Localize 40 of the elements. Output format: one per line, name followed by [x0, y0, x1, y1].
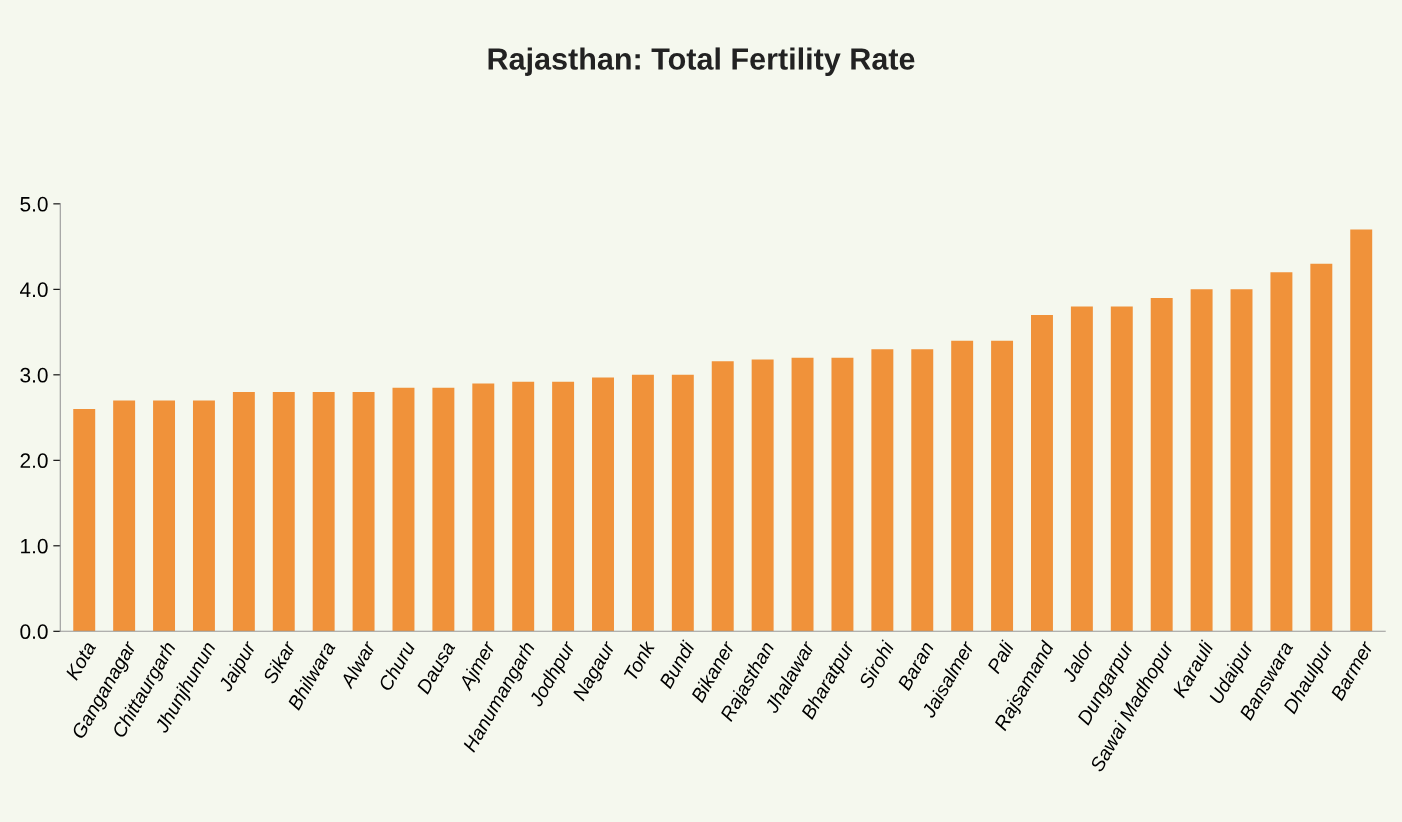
bar	[671, 374, 694, 632]
bar	[312, 391, 335, 632]
bar	[1150, 297, 1173, 632]
bar	[791, 357, 814, 632]
bar	[831, 357, 854, 632]
y-tick-label: 2.0	[20, 453, 48, 469]
bar	[751, 359, 774, 632]
bar	[552, 381, 575, 632]
bar	[1110, 306, 1133, 632]
bar	[991, 340, 1014, 632]
bar	[1031, 314, 1053, 632]
bar	[911, 349, 934, 632]
bar	[1070, 306, 1093, 632]
bar	[352, 391, 375, 632]
bar	[871, 349, 894, 632]
bar	[631, 374, 654, 632]
bar	[192, 400, 215, 632]
bar	[1190, 289, 1213, 632]
bar	[232, 391, 255, 632]
bar	[1350, 229, 1373, 632]
bar	[272, 391, 295, 632]
bar	[73, 409, 96, 632]
bar	[711, 361, 734, 632]
bar	[951, 340, 974, 632]
bar	[512, 381, 535, 632]
bar	[592, 377, 614, 632]
bar	[432, 387, 455, 632]
bar	[1310, 263, 1333, 632]
y-tick-label: 0.0	[20, 624, 48, 640]
bar	[472, 383, 495, 632]
bar	[113, 400, 136, 632]
bar	[1270, 272, 1293, 632]
y-tick-label: 1.0	[21, 538, 48, 554]
bar	[1230, 289, 1253, 632]
y-tick-label: 3.0	[20, 367, 48, 383]
y-tick-label: 5.0	[20, 196, 48, 212]
bar	[392, 387, 415, 632]
y-tick-label: 4.0	[20, 282, 48, 298]
chart-title: Rajasthan: Total Fertility Rate	[488, 47, 915, 76]
bar	[153, 400, 176, 632]
